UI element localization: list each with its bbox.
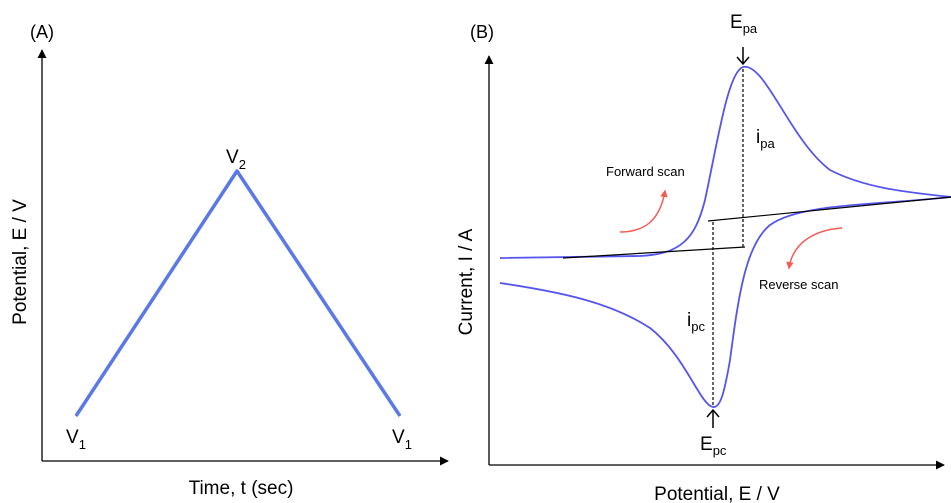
reverse-scan-label: Reverse scan <box>759 277 838 292</box>
panel-b: (B) Epa Epc ipa ipc Forward scan Reverse <box>456 12 951 503</box>
forward-scan-curve <box>499 66 951 259</box>
panel-a: (A) V1 V2 V1 Time, t (sec) Potential, E … <box>10 22 449 499</box>
panel-a-label: (A) <box>30 22 54 42</box>
epa-arrow-icon <box>736 47 750 66</box>
v1-end-label: V1 <box>392 427 412 452</box>
epc-arrow-icon <box>706 408 720 428</box>
panel-a-x-axis-label: Time, t (sec) <box>189 478 294 499</box>
reverse-baseline <box>707 196 951 222</box>
epc-label: Epc <box>700 434 727 458</box>
ipc-label: ipc <box>687 310 705 334</box>
forward-baseline <box>562 246 746 259</box>
v1-start-label: V1 <box>66 427 86 452</box>
panel-b-label: (B) <box>470 22 494 42</box>
panel-b-x-axis-label: Potential, E / V <box>654 484 780 503</box>
forward-scan-label: Forward scan <box>606 164 685 179</box>
panel-b-y-axis-label: Current, I / A <box>456 228 477 335</box>
panel-a-y-axis-label: Potential, E / V <box>10 199 31 325</box>
reverse-scan-curve <box>499 196 951 408</box>
reverse-scan-arrow-icon <box>786 227 843 270</box>
v2-peak-label: V2 <box>226 147 246 172</box>
epa-label: Epa <box>730 12 758 36</box>
ipa-label: ipa <box>756 127 775 151</box>
forward-scan-arrow-icon <box>619 189 668 233</box>
potential-waveform <box>74 169 402 417</box>
